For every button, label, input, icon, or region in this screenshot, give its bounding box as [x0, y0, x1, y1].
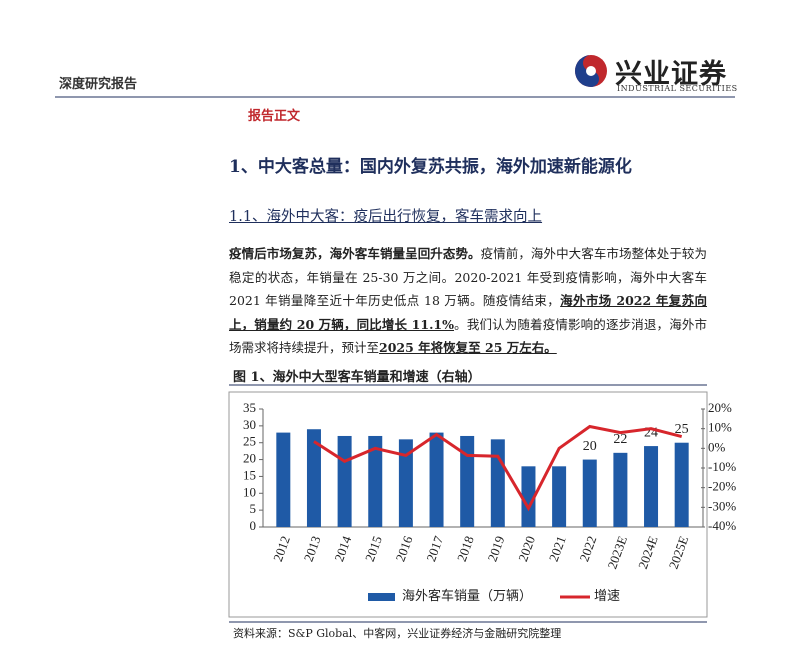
subheading: 1.1、海外中大客：疫后出行恢复，客车需求向上	[229, 209, 543, 225]
x-tick-label: 2025E	[666, 534, 692, 571]
y-tick-label: 20	[243, 451, 256, 466]
x-tick-label: 2012	[270, 534, 293, 564]
x-tick-label: 2018	[454, 534, 477, 564]
figure-caption: 图 1、海外中大型客车销量和增速（右轴）	[233, 370, 481, 385]
logo-subtitle: INDUSTRIAL SECURITIES	[617, 84, 738, 93]
y-tick-label: 10	[243, 484, 256, 499]
line	[313, 424, 683, 512]
y2-tick-label: -10%	[708, 459, 736, 474]
bar	[552, 466, 567, 527]
bar	[429, 432, 444, 527]
header-title: 深度研究报告	[59, 77, 138, 92]
paragraph-run: 。我们认为随着疫情影响的逐步消退，海外市场需求将持续提升，预计至	[229, 316, 707, 356]
bar	[368, 435, 383, 527]
x-tick-label: 2020	[515, 534, 538, 564]
bar	[337, 435, 352, 527]
y-tick-label: 15	[243, 467, 256, 482]
y-tick-label: 35	[243, 400, 256, 415]
y2-tick-label: -20%	[708, 479, 736, 494]
x-tick-label: 2023E	[604, 534, 630, 571]
bar	[644, 446, 659, 527]
x-tick-label: 2014	[331, 533, 354, 563]
bar	[398, 439, 413, 527]
paragraph-run: 海外市场 2022 年复苏向上，销量约 20 万辆，同比增长 11.1%	[229, 293, 708, 332]
x-tick-label: 2019	[484, 534, 507, 564]
paragraph: 疫情后市场复苏，海外客车销量呈回升态势。疫情前，海外中大客车市场整体处于较为稳定…	[229, 242, 707, 360]
data-label: 25	[675, 422, 689, 437]
y2-tick-label: 0%	[708, 439, 726, 454]
logo-mark	[586, 66, 596, 76]
y2-tick-label: -40%	[708, 518, 736, 533]
bar	[582, 459, 597, 527]
x-tick-label: 2013	[301, 534, 324, 564]
source: 资料来源：S&P Global、中客网，兴业证券经济与金融研究院整理	[233, 627, 562, 640]
legend-label: 海外客车销量（万辆）	[402, 588, 532, 603]
logo-name: 兴业证券	[615, 59, 727, 90]
x-tick-label: 2015	[362, 534, 385, 564]
y2-tick-label: 10%	[708, 420, 732, 435]
bar	[460, 435, 475, 527]
data-label: 22	[613, 432, 627, 447]
legend-label: 增速	[594, 588, 620, 603]
paragraph-run: 疫情前，海外中大客车市场整体处于较为稳定的状态，年销量在 25-30 万之间。2…	[229, 246, 707, 308]
bar	[276, 432, 291, 527]
paragraph-run: 2025 年将恢复至 25 万左右。	[379, 340, 557, 355]
x-tick-label: 2017	[423, 533, 446, 563]
x-tick-label: 2016	[393, 533, 416, 563]
data-label: 20	[583, 439, 597, 454]
legend-swatch	[368, 593, 395, 601]
heading: 1、中大客总量：国内外复苏共振，海外加速新能源化	[229, 157, 632, 177]
bar	[613, 452, 628, 527]
x-tick-label: 2024E	[635, 534, 661, 571]
y-tick-label: 25	[243, 434, 256, 449]
y2-tick-label: -30%	[708, 498, 736, 513]
y-tick-label: 30	[243, 417, 256, 432]
paragraph-run: 疫情后市场复苏，海外客车销量呈回升态势。	[229, 246, 481, 261]
y2-tick-label: 20%	[708, 400, 732, 415]
bar	[306, 429, 321, 527]
x-tick-label: 2021	[546, 534, 569, 564]
chart-frame	[228, 391, 708, 618]
y-tick-label: 0	[250, 518, 257, 533]
bar	[674, 442, 689, 527]
section-tag: 报告正文	[248, 109, 301, 124]
bar	[490, 439, 505, 527]
bar	[521, 466, 536, 527]
y-tick-label: 5	[250, 501, 257, 516]
x-tick-label: 2022	[576, 534, 599, 564]
